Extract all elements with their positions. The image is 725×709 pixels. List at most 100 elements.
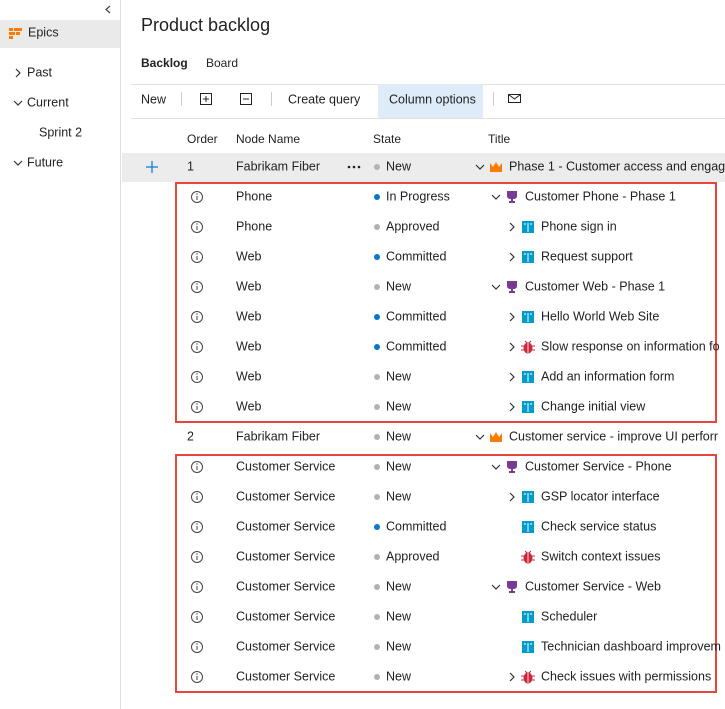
add-icon[interactable] bbox=[146, 161, 158, 173]
state: New bbox=[386, 579, 412, 593]
work-item-title[interactable]: Phase 1 - Customer access and engag bbox=[509, 159, 725, 173]
expander[interactable] bbox=[509, 252, 515, 262]
work-item-title[interactable]: GSP locator interface bbox=[541, 489, 660, 503]
work-item-title[interactable]: Technician dashboard improvem bbox=[541, 639, 721, 653]
work-item-title[interactable]: Add an information form bbox=[541, 369, 674, 383]
nav-item[interactable]: Sprint 2 bbox=[39, 125, 82, 139]
expander[interactable] bbox=[509, 372, 515, 382]
backlog-row[interactable] bbox=[122, 602, 725, 632]
info-icon-dot bbox=[196, 283, 198, 285]
state-dot bbox=[374, 404, 380, 410]
epic-icon bbox=[490, 432, 502, 442]
more-icon[interactable] bbox=[347, 165, 361, 169]
expander[interactable] bbox=[475, 164, 485, 170]
toolbar-button[interactable]: New bbox=[141, 92, 167, 106]
info-icon[interactable] bbox=[191, 671, 203, 683]
info-icon[interactable] bbox=[191, 551, 203, 563]
state: Committed bbox=[386, 339, 446, 353]
expander[interactable] bbox=[475, 434, 485, 440]
toolbar-button[interactable]: Column options bbox=[389, 92, 476, 106]
info-icon[interactable] bbox=[191, 611, 203, 623]
nav-chevron[interactable] bbox=[15, 68, 21, 78]
info-icon[interactable] bbox=[191, 371, 203, 383]
column-header[interactable]: Node Name bbox=[236, 132, 300, 146]
expander[interactable] bbox=[509, 342, 515, 352]
info-icon[interactable] bbox=[191, 641, 203, 653]
nav-item[interactable]: Future bbox=[27, 155, 63, 169]
selected-row-bg bbox=[122, 153, 725, 182]
info-icon-dot bbox=[196, 313, 198, 315]
info-icon[interactable] bbox=[191, 341, 203, 353]
expander[interactable] bbox=[491, 284, 501, 290]
expander[interactable] bbox=[491, 464, 501, 470]
work-item-title[interactable]: Check service status bbox=[541, 519, 656, 533]
info-icon[interactable] bbox=[191, 221, 203, 233]
page-title: Product backlog bbox=[141, 15, 270, 35]
state: Committed bbox=[386, 519, 446, 533]
work-item-title[interactable]: Customer Web - Phase 1 bbox=[525, 279, 665, 293]
collapse-all-icon[interactable] bbox=[240, 93, 252, 105]
info-icon-dot bbox=[196, 643, 198, 645]
work-item-title[interactable]: Scheduler bbox=[541, 609, 597, 623]
state: Approved bbox=[386, 549, 440, 563]
node-name: Customer Service bbox=[236, 549, 335, 563]
work-item-title[interactable]: Check issues with permissions bbox=[541, 669, 711, 683]
node-name: Fabrikam Fiber bbox=[236, 429, 320, 443]
info-icon[interactable] bbox=[191, 281, 203, 293]
expander[interactable] bbox=[509, 312, 515, 322]
info-icon[interactable] bbox=[191, 461, 203, 473]
toolbar-button[interactable]: Create query bbox=[288, 92, 361, 106]
work-item-title[interactable]: Change initial view bbox=[541, 399, 646, 413]
work-item-title[interactable]: Request support bbox=[541, 249, 633, 263]
expander[interactable] bbox=[509, 672, 515, 682]
column-header[interactable]: Order bbox=[187, 132, 218, 146]
work-item-title[interactable]: Slow response on information fo bbox=[541, 339, 720, 353]
expander[interactable] bbox=[509, 492, 515, 502]
expander[interactable] bbox=[491, 194, 501, 200]
mail-icon[interactable] bbox=[508, 94, 521, 103]
nav-chevron[interactable] bbox=[13, 160, 23, 166]
info-icon[interactable] bbox=[191, 521, 203, 533]
state: New bbox=[386, 369, 412, 383]
collapse-icon[interactable] bbox=[105, 5, 111, 14]
info-icon[interactable] bbox=[191, 401, 203, 413]
work-item-title[interactable]: Phone sign in bbox=[541, 219, 617, 233]
state-dot bbox=[374, 434, 380, 440]
work-item-title[interactable]: Customer Service - Phone bbox=[525, 459, 672, 473]
expander[interactable] bbox=[509, 402, 515, 412]
node-name: Phone bbox=[236, 189, 272, 203]
info-icon[interactable] bbox=[191, 491, 203, 503]
expand-all-icon[interactable] bbox=[200, 93, 212, 105]
info-icon-dot bbox=[196, 463, 198, 465]
nav-item[interactable]: Past bbox=[27, 65, 53, 79]
column-header[interactable]: Title bbox=[488, 132, 511, 146]
work-item-title[interactable]: Customer Service - Web bbox=[525, 579, 661, 593]
work-item-title[interactable]: Customer service - improve UI perforr bbox=[509, 429, 718, 443]
nav-item[interactable]: Epics bbox=[28, 25, 59, 39]
story-icon-detail bbox=[524, 403, 532, 412]
state: Committed bbox=[386, 309, 446, 323]
state: New bbox=[386, 459, 412, 473]
info-icon[interactable] bbox=[191, 311, 203, 323]
info-icon[interactable] bbox=[191, 581, 203, 593]
work-item-title[interactable]: Customer Phone - Phase 1 bbox=[525, 189, 676, 203]
info-icon-dot bbox=[196, 523, 198, 525]
info-icon[interactable] bbox=[191, 191, 203, 203]
tab[interactable]: Backlog bbox=[141, 56, 188, 70]
expander[interactable] bbox=[491, 584, 501, 590]
node-name: Customer Service bbox=[236, 609, 335, 623]
nav-item[interactable]: Current bbox=[27, 95, 69, 109]
info-icon-dot bbox=[196, 493, 198, 495]
expander[interactable] bbox=[509, 222, 515, 232]
feature-icon bbox=[507, 281, 517, 293]
info-icon[interactable] bbox=[191, 251, 203, 263]
tab[interactable]: Board bbox=[206, 56, 238, 70]
node-name: Customer Service bbox=[236, 669, 335, 683]
state-dot bbox=[374, 164, 380, 170]
node-name: Web bbox=[236, 249, 262, 263]
column-header[interactable]: State bbox=[373, 132, 401, 146]
info-icon-dot bbox=[196, 193, 198, 195]
work-item-title[interactable]: Switch context issues bbox=[541, 549, 661, 563]
work-item-title[interactable]: Hello World Web Site bbox=[541, 309, 659, 323]
nav-chevron[interactable] bbox=[13, 100, 23, 106]
